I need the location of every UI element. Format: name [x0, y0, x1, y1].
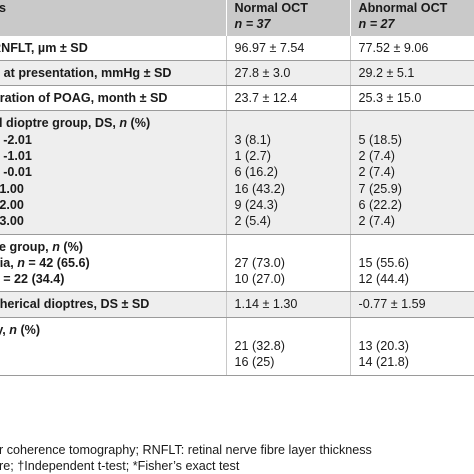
normal-oct-cell: 21 (32.8) 16 (25) [226, 317, 351, 376]
row-label-line [0, 338, 226, 354]
abnormal-oct-cell-line: 15 (55.6) [358, 255, 409, 270]
abnormal-oct-cell-line [359, 115, 474, 131]
table-row: ve group, n (%)pia, n = 42 (65.6) n = 22 … [0, 234, 474, 293]
row-label: ty, n (%) [0, 317, 227, 376]
abnormal-oct-cell-line: 2 (7.4) [358, 214, 395, 229]
normal-oct-cell: 3 (8.1) 1 (2.7) 6 (16.2) 16 (43.2) 9 (24.3) 2… [226, 110, 351, 235]
normal-oct-cell-line: 9 (24.3) [234, 197, 278, 212]
normal-oct-cell-line: 21 (32.8) [234, 339, 285, 354]
row-label-line: o -1.01 [0, 149, 32, 164]
normal-oct-cell-line: 16 (25) [234, 355, 275, 370]
normal-oct-cell-line [235, 115, 350, 131]
row-label-line: +3.00 [0, 214, 24, 229]
table-row: al dioptre group, DS, n (%)o -2.01 o -1.0… [0, 110, 474, 235]
normal-oct-cell: 27.8 ± 3.0 [226, 60, 351, 87]
normal-oct-cell-line: 6 (16.2) [234, 165, 278, 180]
abnormal-oct-cell-line: 12 (44.4) [358, 272, 409, 287]
row-label-line: P at presentation, mmHg ± SD [0, 65, 172, 80]
table-row: uration of POAG, month ± SD 23.7 ± 12.4 25… [0, 85, 474, 112]
abnormal-oct-cell: -0.77 ± 1.59 [350, 291, 474, 318]
table-row: RNFLT, µm ± SD 96.97 ± 7.54 77.52 ± 9.06 [0, 35, 474, 61]
abnormal-oct-cell-line: 14 (21.8) [358, 355, 409, 370]
row-label-line: RNFLT, µm ± SD [0, 40, 88, 55]
abnormal-oct-cell-line: 7 (25.9) [358, 181, 402, 196]
table-row: ty, n (%)21 (32.8)16 (25)13 (20.3)14 (21… [0, 317, 474, 376]
abnormal-oct-cell-line: 25.3 ± 15.0 [358, 91, 422, 106]
row-label-line: n = 22 (34.4) [0, 272, 65, 287]
row-label: P at presentation, mmHg ± SD [0, 60, 227, 87]
abnormal-oct-cell-line: 13 (20.3) [358, 339, 409, 354]
row-label-line: o -0.01 [0, 165, 32, 180]
normal-oct-cell: 27 (73.0) 10 (27.0) [226, 234, 351, 293]
normal-oct-cell-line: 27.8 ± 3.0 [234, 65, 291, 80]
header-abnormal-oct: Abnormal OCT n = 27 [350, 0, 474, 36]
row-label: ve group, n (%)pia, n = 42 (65.6) n = 22 … [0, 234, 227, 293]
normal-oct-cell-line: 3 (8.1) [234, 132, 271, 147]
row-label-line: ty, n (%) [0, 322, 41, 337]
normal-oct-cell-line: 27 (73.0) [234, 255, 285, 270]
row-label: pherical dioptres, DS ± SD [0, 291, 227, 318]
header-normal-oct: Normal OCT n = 37 [226, 0, 351, 36]
abnormal-oct-cell-line: 5 (18.5) [358, 132, 402, 147]
normal-oct-cell: 23.7 ± 12.4 [226, 85, 351, 112]
table-header-row: es Normal OCT n = 37 Abnormal OCT n = 27 [0, 0, 474, 36]
normal-oct-cell: 1.14 ± 1.30 [226, 291, 351, 318]
abnormal-oct-cell-line: 29.2 ± 5.1 [358, 65, 415, 80]
row-label: uration of POAG, month ± SD [0, 85, 227, 112]
abnormal-oct-cell-line: 2 (7.4) [358, 165, 395, 180]
normal-oct-cell-line: 1.14 ± 1.30 [234, 297, 298, 312]
normal-oct-cell: 96.97 ± 7.54 [226, 35, 351, 61]
row-label: RNFLT, µm ± SD [0, 35, 227, 61]
abnormal-oct-cell-line [359, 239, 474, 255]
footnote-line-1: ar coherence tomography; RNFLT: retinal … [0, 443, 372, 457]
abnormal-oct-cell-line [359, 322, 474, 338]
row-label-line: pia, n = 42 (65.6) [0, 255, 90, 270]
normal-oct-cell-line [235, 322, 350, 338]
normal-oct-cell-line: 16 (43.2) [234, 181, 285, 196]
abnormal-oct-cell-line: 77.52 ± 9.06 [358, 40, 429, 55]
normal-oct-cell-line: 10 (27.0) [234, 272, 285, 287]
abnormal-oct-cell-line: -0.77 ± 1.59 [358, 297, 426, 312]
table-footnote: ar coherence tomography; RNFLT: retinal … [0, 442, 474, 474]
normal-oct-cell-line: 2 (5.4) [234, 214, 271, 229]
row-label-line: ve group, n (%) [0, 239, 83, 254]
results-table: es Normal OCT n = 37 Abnormal OCT n = 27… [0, 0, 474, 376]
abnormal-oct-cell: 29.2 ± 5.1 [350, 60, 474, 87]
table-body: RNFLT, µm ± SD 96.97 ± 7.54 77.52 ± 9.06 P … [0, 35, 474, 376]
row-label-line: o -2.01 [0, 132, 32, 147]
row-label-line: uration of POAG, month ± SD [0, 91, 168, 106]
abnormal-oct-cell: 13 (20.3) 14 (21.8) [350, 317, 474, 376]
table-row: P at presentation, mmHg ± SD 27.8 ± 3.0 29… [0, 60, 474, 87]
abnormal-oct-cell: 5 (18.5) 2 (7.4) 2 (7.4) 7 (25.9) 6 (22.2) 2 … [350, 110, 474, 235]
footnote-line-2: are; †Independent t-test; *Fisher’s exac… [0, 459, 240, 473]
row-label-line: +1.00 [0, 181, 24, 196]
normal-oct-cell-line: 1 (2.7) [234, 149, 271, 164]
abnormal-oct-cell-line: 2 (7.4) [358, 149, 395, 164]
normal-oct-cell-line [235, 239, 350, 255]
abnormal-oct-cell: 15 (55.6) 12 (44.4) [350, 234, 474, 293]
row-label: al dioptre group, DS, n (%)o -2.01 o -1.0… [0, 110, 227, 235]
row-label-line: +2.00 [0, 197, 24, 212]
header-variable: es [0, 0, 227, 36]
abnormal-oct-cell: 77.52 ± 9.06 [350, 35, 474, 61]
row-label-line [0, 354, 226, 370]
results-table-container: es Normal OCT n = 37 Abnormal OCT n = 27… [0, 0, 474, 376]
normal-oct-cell-line: 23.7 ± 12.4 [234, 91, 298, 106]
normal-oct-cell-line: 96.97 ± 7.54 [234, 40, 305, 55]
table-row: pherical dioptres, DS ± SD 1.14 ± 1.30 -0.… [0, 291, 474, 318]
abnormal-oct-cell: 25.3 ± 15.0 [350, 85, 474, 112]
abnormal-oct-cell-line: 6 (22.2) [358, 197, 402, 212]
row-label-line: al dioptre group, DS, n (%) [0, 116, 151, 131]
row-label-line: pherical dioptres, DS ± SD [0, 297, 150, 312]
